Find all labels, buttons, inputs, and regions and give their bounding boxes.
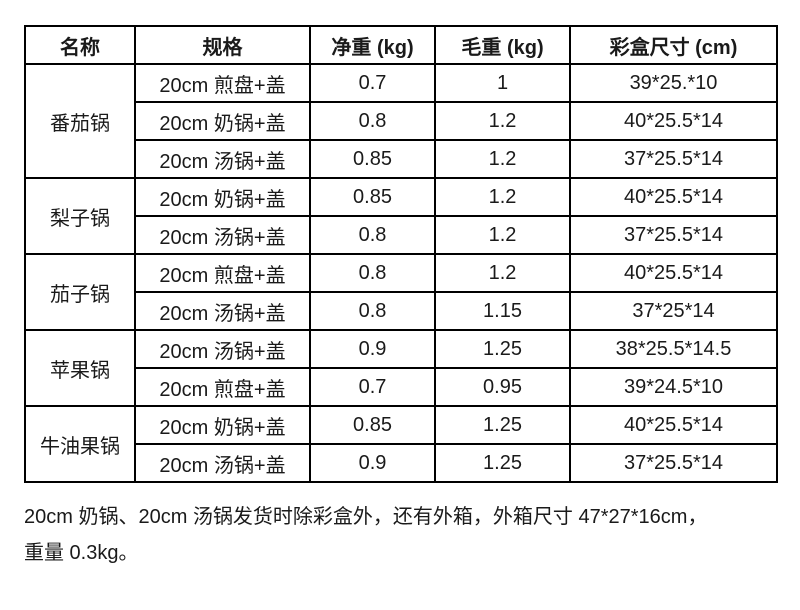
gross-weight-cell: 0.95 <box>434 367 571 407</box>
box-size-cell: 38*25.5*14.5 <box>569 329 778 369</box>
box-size-cell: 40*25.5*14 <box>569 177 778 217</box>
table-row: 20cm 煎盘+盖 0.7 0.95 39*24.5*10 <box>25 367 778 407</box>
box-size-cell: 40*25.5*14 <box>569 101 778 141</box>
table-row: 牛油果锅 20cm 奶锅+盖 0.85 1.25 40*25.5*14 <box>24 405 778 483</box>
box-size-cell: 40*25.5*14 <box>569 253 778 293</box>
table-row: 茄子锅 20cm 煎盘+盖 0.8 1.2 40*25.5*14 <box>24 253 778 331</box>
spec-cell: 20cm 奶锅+盖 <box>134 177 311 217</box>
gross-weight-cell: 1.2 <box>434 139 571 179</box>
product-spec-page: 名称 规格 净重 (kg) 毛重 (kg) 彩盒尺寸 (cm) 番茄锅 20cm… <box>24 25 778 571</box>
net-weight-cell: 0.85 <box>309 139 436 179</box>
box-size-cell: 37*25.5*14 <box>569 215 778 255</box>
net-weight-cell: 0.85 <box>309 405 436 445</box>
box-size-cell: 37*25.5*14 <box>569 139 778 179</box>
shipping-note-line-1: 20cm 奶锅、20cm 汤锅发货时除彩盒外，还有外箱，外箱尺寸 47*27*1… <box>24 506 708 528</box>
box-size-cell: 39*24.5*10 <box>569 367 778 407</box>
net-weight-cell: 0.9 <box>309 443 436 483</box>
box-size-cell: 40*25.5*14 <box>569 405 778 445</box>
product-name-cell: 牛油果锅 <box>24 405 136 483</box>
gross-weight-cell: 1.25 <box>434 405 571 445</box>
spec-cell: 20cm 汤锅+盖 <box>134 291 311 331</box>
box-size-cell: 37*25.5*14 <box>569 443 778 483</box>
spec-cell: 20cm 奶锅+盖 <box>134 405 311 445</box>
spec-cell: 20cm 奶锅+盖 <box>134 101 311 141</box>
spec-cell: 20cm 汤锅+盖 <box>134 215 311 255</box>
gross-weight-cell: 1 <box>434 63 571 103</box>
header-box-size: 彩盒尺寸 (cm) <box>569 25 778 65</box>
table-row: 梨子锅 20cm 奶锅+盖 0.85 1.2 40*25.5*14 <box>24 177 778 255</box>
header-gross-weight: 毛重 (kg) <box>434 25 571 65</box>
product-name-cell: 梨子锅 <box>24 177 136 255</box>
gross-weight-cell: 1.2 <box>434 253 571 293</box>
net-weight-cell: 0.8 <box>309 101 436 141</box>
gross-weight-cell: 1.25 <box>434 443 571 483</box>
spec-cell: 20cm 汤锅+盖 <box>134 443 311 483</box>
product-name-cell: 苹果锅 <box>24 329 136 407</box>
table-row: 苹果锅 20cm 汤锅+盖 0.9 1.25 38*25.5*14.5 <box>24 329 778 407</box>
table-row: 20cm 汤锅+盖 0.8 1.15 37*25*14 <box>25 291 778 331</box>
net-weight-cell: 0.8 <box>309 253 436 293</box>
box-size-cell: 37*25*14 <box>569 291 778 331</box>
table-header-row: 名称 规格 净重 (kg) 毛重 (kg) 彩盒尺寸 (cm) <box>24 25 778 65</box>
shipping-note: 20cm 奶锅、20cm 汤锅发货时除彩盒外，还有外箱，外箱尺寸 47*27*1… <box>24 499 776 571</box>
box-size-cell: 39*25.*10 <box>569 63 778 103</box>
product-spec-table: 名称 规格 净重 (kg) 毛重 (kg) 彩盒尺寸 (cm) 番茄锅 20cm… <box>24 25 778 483</box>
table-row: 20cm 汤锅+盖 0.85 1.2 37*25.5*14 <box>25 139 778 179</box>
table-row: 20cm 汤锅+盖 0.9 1.25 37*25.5*14 <box>25 443 778 483</box>
spec-cell: 20cm 汤锅+盖 <box>134 139 311 179</box>
header-net-weight: 净重 (kg) <box>309 25 436 65</box>
net-weight-cell: 0.8 <box>309 215 436 255</box>
gross-weight-cell: 1.2 <box>434 101 571 141</box>
gross-weight-cell: 1.2 <box>434 215 571 255</box>
spec-cell: 20cm 煎盘+盖 <box>134 253 311 293</box>
net-weight-cell: 0.7 <box>309 63 436 103</box>
spec-cell: 20cm 煎盘+盖 <box>134 63 311 103</box>
gross-weight-cell: 1.2 <box>434 177 571 217</box>
net-weight-cell: 0.8 <box>309 291 436 331</box>
product-name-cell: 茄子锅 <box>24 253 136 331</box>
net-weight-cell: 0.85 <box>309 177 436 217</box>
table-row: 20cm 奶锅+盖 0.8 1.2 40*25.5*14 <box>25 101 778 141</box>
net-weight-cell: 0.7 <box>309 367 436 407</box>
header-name: 名称 <box>24 25 136 65</box>
shipping-note-line-2: 重量 0.3kg。 <box>24 542 139 564</box>
spec-cell: 20cm 汤锅+盖 <box>134 329 311 369</box>
gross-weight-cell: 1.15 <box>434 291 571 331</box>
spec-cell: 20cm 煎盘+盖 <box>134 367 311 407</box>
header-spec: 规格 <box>134 25 311 65</box>
table-row: 20cm 汤锅+盖 0.8 1.2 37*25.5*14 <box>25 215 778 255</box>
product-name-cell: 番茄锅 <box>24 63 136 179</box>
net-weight-cell: 0.9 <box>309 329 436 369</box>
gross-weight-cell: 1.25 <box>434 329 571 369</box>
table-row: 番茄锅 20cm 煎盘+盖 0.7 1 39*25.*10 <box>24 63 778 179</box>
